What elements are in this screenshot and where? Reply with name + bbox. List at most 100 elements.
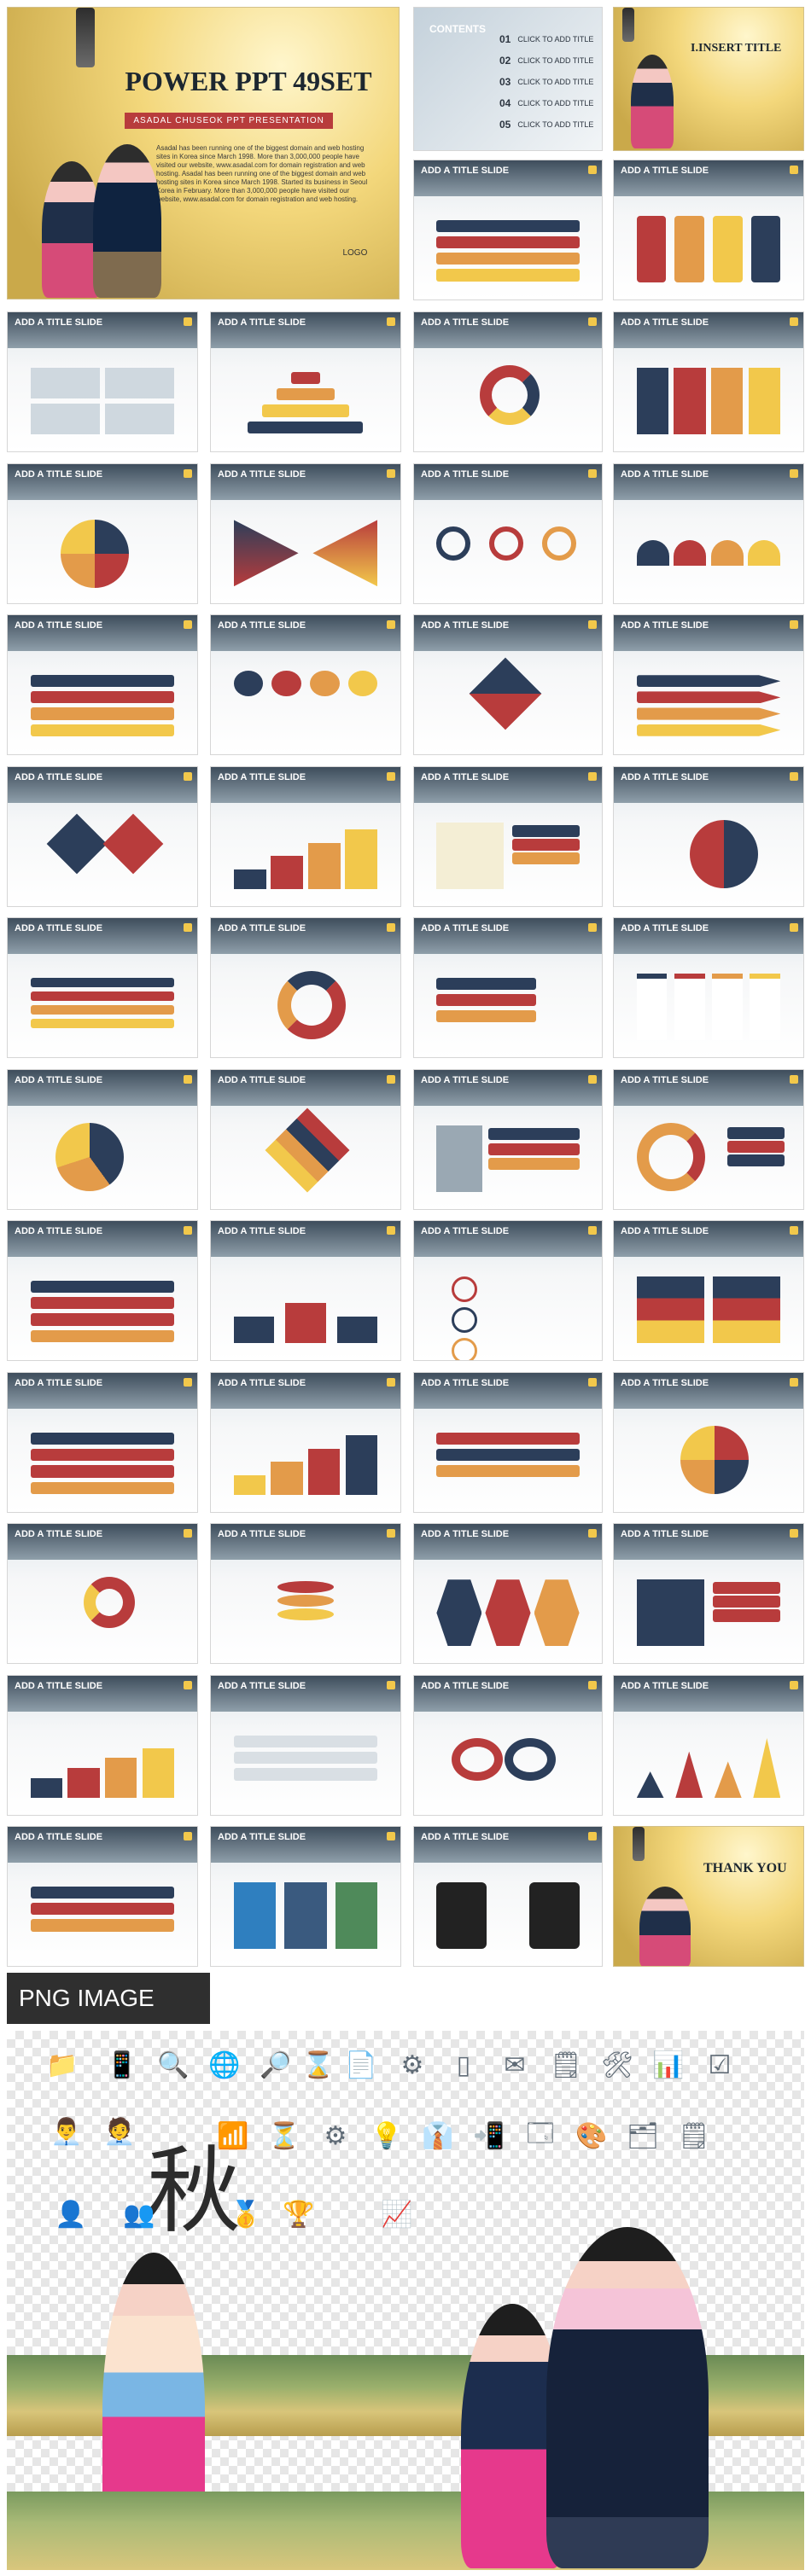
hero-title-slide[interactable]: POWER PPT 49SET ASADAL CHUSEOK PPT PRESE… — [7, 7, 400, 299]
man-hanbok-pointing-image — [546, 2227, 709, 2568]
slide-thumbnail[interactable]: ADD A TITLE SLIDE — [413, 1523, 603, 1664]
slide-thumbnail[interactable]: ADD A TITLE SLIDE — [413, 1372, 603, 1513]
lantern-icon — [633, 1827, 645, 1861]
slide-thumbnail[interactable]: ADD A TITLE SLIDE — [210, 1372, 401, 1513]
slide-thumbnail[interactable]: ADD A TITLE SLIDE — [413, 1220, 603, 1361]
bar-chart-icon: 📊 — [652, 2050, 685, 2079]
contents-item: 01 CLICK TO ADD TITLE — [499, 33, 594, 45]
slide-thumbnail[interactable]: ADD A TITLE SLIDE — [7, 1826, 198, 1967]
slide-thumbnail[interactable]: ADD A TITLE SLIDE — [613, 917, 804, 1058]
palette-icon: 🎨 — [575, 2121, 608, 2150]
lightbulb-icon: 💡 — [370, 2121, 403, 2150]
slide-thumbnail[interactable]: ADD A TITLE SLIDE — [613, 1675, 804, 1816]
slide-thumbnail[interactable]: ADD A TITLE SLIDE — [613, 1372, 804, 1513]
businessman-icon: 👨‍💼 — [50, 2117, 83, 2146]
couple-hanbok-image — [639, 1887, 691, 1966]
slide-thumbnail[interactable]: ADD A TITLE SLIDE — [210, 917, 401, 1058]
slide-thumbnail[interactable]: ADD A TITLE SLIDE — [210, 1675, 401, 1816]
document-icon: 📄 — [345, 2050, 377, 2079]
lantern-icon — [76, 8, 95, 67]
slide-thumbnail[interactable]: ADD A TITLE SLIDE — [7, 1372, 198, 1513]
slide-thumbnail[interactable]: ADD A TITLE SLIDE — [210, 614, 401, 755]
slide-thumbnail[interactable]: ADD A TITLE SLIDE — [413, 311, 603, 452]
slide-thumbnail[interactable]: ADD A TITLE SLIDE — [413, 614, 603, 755]
slide-thumbnail[interactable]: ADD A TITLE SLIDE — [613, 463, 804, 604]
contents-title: CONTENTS — [429, 23, 486, 35]
hero-subtitle: ASADAL CHUSEOK PPT PRESENTATION — [125, 112, 333, 129]
slide-thumbnail[interactable]: ADD A TITLE SLIDE — [7, 1523, 198, 1664]
slide-thumbnail[interactable]: ADD A TITLE SLIDE — [413, 463, 603, 604]
growth-arrow-coins-icon: 📈 — [381, 2200, 413, 2229]
insert-title: I.INSERT TITLE — [691, 42, 782, 55]
tools-icon: 🛠 — [600, 2050, 634, 2079]
number-one-person-icon: 🥇 — [230, 2200, 262, 2229]
slide-thumbnail[interactable]: ADD A TITLE SLIDE — [7, 614, 198, 755]
thank-you-title: THANK YOU — [703, 1861, 787, 1875]
slide-thumbnail[interactable]: ADD A TITLE SLIDE — [7, 311, 198, 452]
slide-thumbnail[interactable]: ADD A TITLE SLIDE — [613, 1523, 804, 1664]
slide-thumbnail[interactable]: ADD A TITLE SLIDE — [413, 1675, 603, 1816]
chuseok-calligraphy: 秋 — [147, 2137, 241, 2246]
search-icon: 🔎 — [260, 2050, 292, 2079]
globe-icon: 🌐 — [208, 2050, 241, 2079]
slide-thumbnail[interactable]: ADD A TITLE SLIDE — [613, 311, 804, 452]
shirt-icon: 👔 — [422, 2121, 454, 2150]
winner-icon: 🏆 — [283, 2200, 315, 2229]
contents-slide[interactable]: CONTENTS 01 CLICK TO ADD TITLE 02 CLICK TO… — [413, 7, 603, 151]
slide-thumbnail[interactable]: ADD A TITLE SLIDE — [210, 311, 401, 452]
slide-thumbnail[interactable]: ADD A TITLE SLIDE — [413, 917, 603, 1058]
mail-icon: ✉ — [504, 2050, 526, 2079]
presenter-icon: 👤 — [55, 2200, 87, 2229]
insert-title-slide[interactable]: I.INSERT TITLE — [613, 7, 804, 151]
hero-title: POWER PPT 49SET — [125, 66, 372, 97]
man-hanbok-image — [93, 144, 161, 298]
slide-thumbnail[interactable]: ADD A TITLE SLIDE — [413, 1069, 603, 1210]
slide-thumbnail[interactable]: ADD A TITLE SLIDE — [210, 463, 401, 604]
slide-thumbnail[interactable]: ADD A TITLE SLIDE — [210, 1069, 401, 1210]
hero-logo: LOGO — [342, 248, 368, 259]
slide-thumbnail[interactable]: ADD A TITLE SLIDE — [210, 766, 401, 907]
folder-icon: 📁 — [46, 2050, 79, 2079]
contents-item: 02 CLICK TO ADD TITLE — [499, 55, 594, 67]
slide-thumbnail[interactable]: ADD A TITLE SLIDE — [7, 1069, 198, 1210]
hourglass-icon: ⏳ — [268, 2121, 300, 2150]
hourglass-icon: ⌛ — [302, 2050, 335, 2079]
slide-thumbnail[interactable]: ADD A TITLE SLIDE — [413, 766, 603, 907]
gear-icon: ⚙ — [400, 2050, 424, 2079]
growth-chart-icon: 📶 — [217, 2121, 249, 2150]
checklist-icon: ☑ — [708, 2050, 732, 2079]
slide-thumbnail[interactable]: ADD A TITLE SLIDE — [7, 766, 198, 907]
browser-icon: 🗔 — [526, 2119, 555, 2148]
slide-thumbnail[interactable]: ADD A TITLE SLIDE — [413, 1826, 603, 1967]
slide-thumbnail[interactable]: ADD A TITLE SLIDE — [7, 917, 198, 1058]
lantern-icon — [622, 8, 634, 42]
paper-icon: 🗒 — [549, 2050, 583, 2079]
folder-icon: 🗂 — [626, 2121, 660, 2150]
slide-thumbnail[interactable]: ADD A TITLE SLIDE — [613, 1069, 804, 1210]
slide-thumbnail[interactable]: ADD A TITLE SLIDE — [613, 160, 804, 300]
slide-thumbnail[interactable]: ADD A TITLE SLIDE — [413, 160, 603, 300]
slide-thumbnail[interactable]: ADD A TITLE SLIDE — [7, 1675, 198, 1816]
man-glasses-icon: 🧑‍💼 — [103, 2117, 136, 2146]
magnifier-icon: 🔍 — [157, 2050, 190, 2079]
slide-thumbnail[interactable]: ADD A TITLE SLIDE — [210, 1523, 401, 1664]
smartphone-icon: 📲 — [473, 2121, 505, 2150]
slide-thumbnail[interactable]: ADD A TITLE SLIDE — [613, 1220, 804, 1361]
mobile-icon: 📱 — [106, 2050, 138, 2079]
contents-item: 04 CLICK TO ADD TITLE — [499, 97, 594, 109]
gears-icon: ⚙ — [324, 2121, 347, 2150]
woman-hanbok-image — [631, 55, 674, 148]
slide-thumbnail[interactable]: ADD A TITLE SLIDE — [613, 614, 804, 755]
woman-hanbok-image — [42, 161, 102, 298]
slide-thumbnail[interactable]: ADD A TITLE SLIDE — [7, 1220, 198, 1361]
slide-thumbnail[interactable]: ADD A TITLE SLIDE — [613, 766, 804, 907]
contents-item: 05 CLICK TO ADD TITLE — [499, 119, 594, 131]
tablet-icon: ▯ — [456, 2050, 471, 2079]
slide-thumbnail[interactable]: ADD A TITLE SLIDE — [210, 1826, 401, 1967]
thank-you-slide[interactable]: THANK YOU — [613, 1826, 804, 1967]
contents-item: 03 CLICK TO ADD TITLE — [499, 76, 594, 88]
slide-thumbnail[interactable]: ADD A TITLE SLIDE — [7, 463, 198, 604]
png-image-label: PNG IMAGE — [7, 1973, 210, 2024]
notepad-icon: 🗒 — [677, 2121, 711, 2150]
slide-thumbnail[interactable]: ADD A TITLE SLIDE — [210, 1220, 401, 1361]
